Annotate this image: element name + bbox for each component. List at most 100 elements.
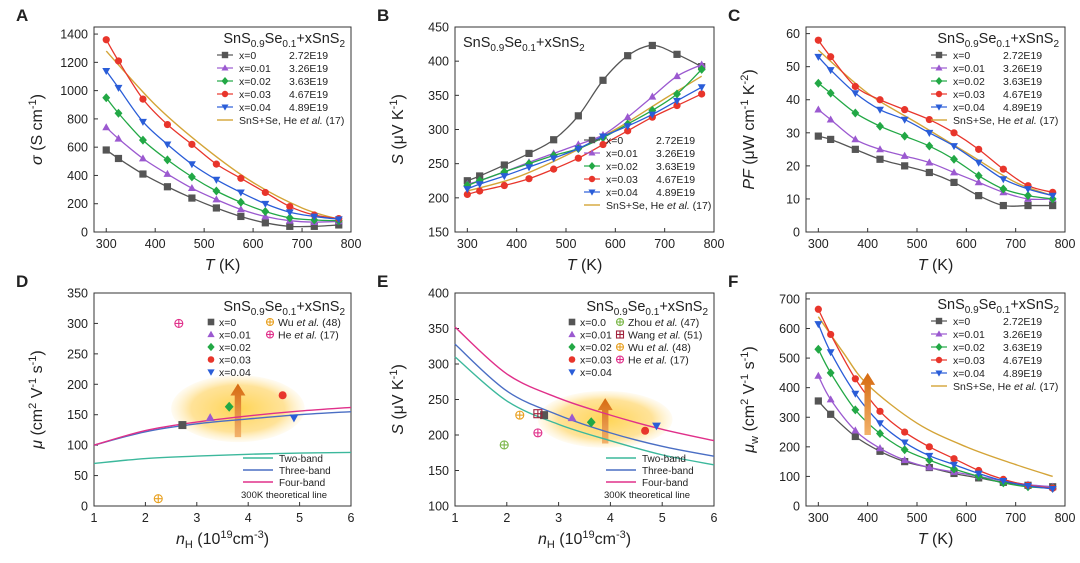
- legend-label: SnS+Se, He et al. (17): [953, 115, 1058, 127]
- data-point: [974, 178, 983, 186]
- theory-line: [454, 326, 715, 442]
- legend-carrier: 3.63E19: [1003, 342, 1042, 354]
- legend-marker: [935, 370, 943, 377]
- data-point: [237, 174, 245, 182]
- reference-point: [515, 410, 525, 420]
- legend-label: x=0.01: [580, 330, 612, 342]
- x-tick-label: 600: [956, 511, 977, 525]
- legend-marker: [207, 356, 215, 363]
- data-point: [950, 178, 958, 187]
- data-point: [925, 443, 933, 451]
- data-point: [950, 464, 958, 474]
- data-point: [236, 189, 245, 197]
- y-tick-label: 400: [67, 169, 88, 183]
- data-point: [999, 176, 1008, 184]
- legend-label: x=0.01: [953, 63, 985, 75]
- x-tick-label: 700: [292, 237, 313, 251]
- y-axis-label: μ (cm2 V-1 s-1): [27, 350, 46, 449]
- data-point: [648, 41, 656, 50]
- data-point: [261, 219, 269, 227]
- data-point: [641, 426, 650, 435]
- data-point: [851, 405, 860, 415]
- theory-note: 300K theoretical line: [604, 490, 690, 501]
- legend-label: x=0.04: [580, 367, 612, 379]
- legend-label: x=0.04: [219, 367, 251, 379]
- legend-carrier: 2.72E19: [656, 135, 695, 147]
- legend-label: Two-band: [642, 454, 686, 465]
- data-point: [163, 183, 172, 191]
- data-point: [1048, 192, 1057, 200]
- legend-marker: [935, 104, 943, 111]
- legend-carrier: 4.67E19: [1003, 89, 1042, 101]
- panel-letter: E: [377, 272, 388, 291]
- legend-marker: [935, 51, 943, 59]
- data-point: [574, 145, 583, 153]
- legend-label: x=0.03: [580, 355, 612, 367]
- theory-note: 300K theoretical line: [241, 490, 327, 501]
- data-point: [876, 155, 884, 163]
- data-point: [212, 160, 220, 168]
- y-tick-label: 600: [67, 141, 88, 155]
- legend-label: x=0.0: [580, 317, 606, 329]
- data-point: [814, 78, 823, 88]
- data-point: [827, 330, 835, 339]
- y-tick-label: 100: [779, 470, 800, 484]
- data-point: [102, 93, 111, 103]
- data-point: [286, 202, 294, 211]
- x-axis-label: T (K): [205, 257, 241, 274]
- legend-marker: [935, 77, 943, 85]
- data-point: [851, 145, 859, 153]
- data-point: [876, 96, 884, 104]
- data-point: [950, 455, 958, 463]
- legend-label: x=0.03: [953, 355, 985, 367]
- data-point: [624, 127, 632, 135]
- y-tick-label: 400: [428, 55, 449, 69]
- data-point: [139, 170, 147, 178]
- data-point: [900, 151, 909, 159]
- data-point: [697, 60, 706, 68]
- panel-letter: D: [16, 272, 28, 291]
- legend-label: He et al. (17): [278, 330, 339, 342]
- y-tick-label: 350: [67, 287, 88, 301]
- data-point: [827, 53, 835, 61]
- data-point: [925, 129, 934, 137]
- data-point: [188, 194, 196, 202]
- legend-marker: [588, 149, 596, 156]
- legend-label: SnS+Se, He et al. (17): [953, 381, 1058, 393]
- panel-letter: B: [377, 6, 389, 25]
- legend-label: Four-band: [642, 478, 688, 489]
- data-point: [827, 410, 835, 418]
- data-point: [102, 67, 111, 75]
- reference-point: [174, 318, 184, 328]
- reference-line: [817, 316, 1053, 478]
- data-point: [525, 164, 533, 172]
- chart-title: SnS0.9Se0.1+xSnS2: [463, 35, 585, 54]
- data-point: [550, 136, 558, 144]
- x-tick-label: 800: [341, 237, 362, 251]
- data-point: [876, 447, 884, 455]
- data-point: [102, 146, 110, 154]
- data-point: [525, 149, 533, 158]
- legend-marker: [207, 369, 215, 376]
- data-point: [851, 108, 860, 118]
- data-point: [261, 207, 270, 216]
- legend-marker: [568, 369, 576, 376]
- data-point: [163, 169, 172, 177]
- legend-carrier: 3.26E19: [1003, 329, 1042, 341]
- data-point: [285, 213, 294, 223]
- data-point: [212, 176, 221, 184]
- x-tick-label: 600: [956, 237, 977, 251]
- legend-label: Three-band: [279, 466, 331, 477]
- data-point: [851, 135, 860, 143]
- legend-carrier: 2.72E19: [289, 50, 328, 62]
- data-point: [1049, 201, 1057, 210]
- data-point: [925, 115, 933, 124]
- data-point: [623, 123, 632, 131]
- data-point: [599, 133, 607, 141]
- data-point: [1024, 201, 1032, 210]
- y-tick-label: 1000: [60, 84, 88, 98]
- data-point: [925, 158, 934, 166]
- x-tick-label: 1: [91, 511, 98, 525]
- legend-marker: [588, 189, 596, 196]
